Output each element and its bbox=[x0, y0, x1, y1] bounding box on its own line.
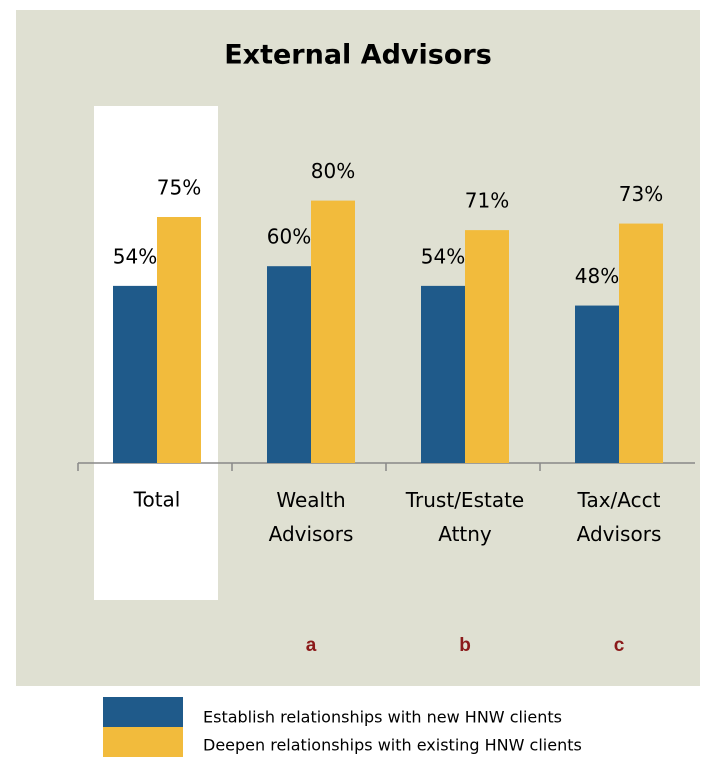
bar bbox=[619, 223, 663, 463]
value-label: 48% bbox=[575, 264, 619, 288]
value-label: 71% bbox=[465, 189, 509, 213]
legend-label: Establish relationships with new HNW cli… bbox=[203, 708, 562, 727]
value-label: 73% bbox=[619, 182, 663, 206]
category-note: a bbox=[306, 635, 317, 656]
bar bbox=[311, 200, 355, 463]
chart-title: External Advisors bbox=[224, 40, 492, 71]
value-label: 75% bbox=[157, 176, 201, 200]
bar bbox=[465, 230, 509, 463]
bar bbox=[157, 217, 201, 463]
value-label: 54% bbox=[113, 244, 157, 268]
value-label: 60% bbox=[267, 225, 311, 249]
x-tick-label-line: Advisors bbox=[577, 522, 662, 546]
x-tick-label: Wealth Advisors bbox=[269, 488, 354, 546]
x-tick-label-line: Advisors bbox=[269, 522, 354, 546]
x-tick-label-line: Wealth bbox=[276, 488, 345, 512]
value-label: 54% bbox=[421, 244, 465, 268]
x-tick-label: Total bbox=[133, 488, 181, 512]
x-tick-label-line: Attny bbox=[438, 522, 492, 546]
category-note: c bbox=[614, 635, 625, 656]
category-note: b bbox=[459, 635, 471, 656]
value-label: 80% bbox=[311, 159, 355, 183]
x-tick-label-line: Trust/Estate bbox=[405, 488, 524, 512]
bar bbox=[267, 266, 311, 463]
bar bbox=[575, 305, 619, 463]
x-tick-label: Trust/Estate Attny bbox=[405, 488, 524, 546]
bar bbox=[113, 285, 157, 463]
x-tick-label-line: Tax/Acct bbox=[577, 488, 661, 512]
x-tick-label: Tax/Acct Advisors bbox=[577, 488, 662, 546]
legend-label: Deepen relationships with existing HNW c… bbox=[203, 736, 582, 755]
legend-swatch bbox=[103, 697, 183, 727]
legend-swatch bbox=[103, 727, 183, 757]
bar bbox=[421, 285, 465, 463]
